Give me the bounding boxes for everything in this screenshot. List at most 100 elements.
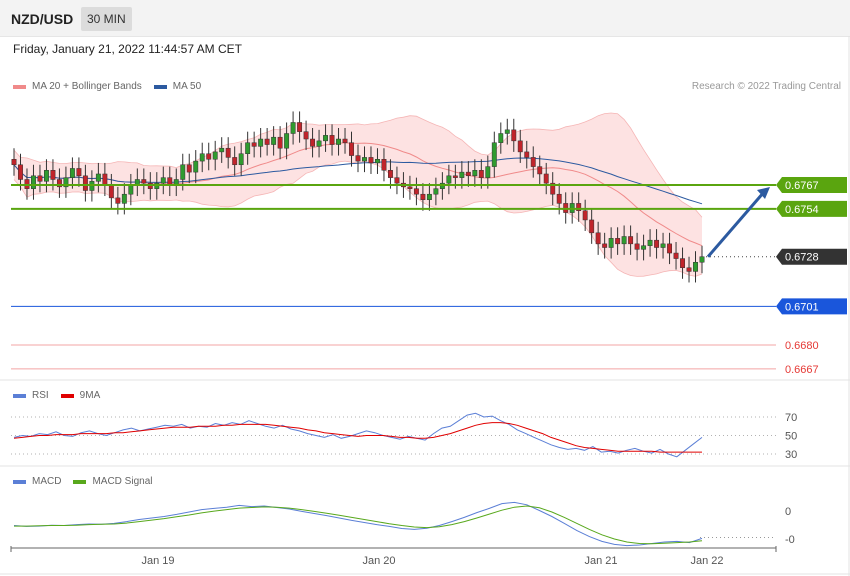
rsi-tick: 70 [785,412,797,424]
candle-body [76,168,82,177]
candle-body [589,219,595,234]
candle-body [102,173,108,186]
candle-body [290,122,296,134]
candle-body [186,164,192,173]
candle-body [180,164,186,180]
header-bar: NZD/USD 30 MIN [0,0,850,37]
candle-body [608,238,614,248]
candle-body [310,138,316,147]
ma9-swatch [60,393,74,398]
candle-body [167,177,173,186]
price-label: 0.6728 [785,252,819,264]
candle-body [556,193,562,204]
macd-tick: 0 [785,506,791,518]
candle-body [446,175,452,184]
candle-body [225,147,231,158]
resistance-tag [776,200,847,217]
resistance-tag [776,177,847,193]
candle-body [628,236,634,245]
x-tick-label: Jan 22 [690,555,723,567]
candle-body [582,210,588,221]
candle-body [206,153,212,160]
candle-body [667,243,672,254]
pivot-label: 0.6701 [785,301,819,313]
x-tick-label: Jan 20 [362,555,395,567]
candle-body [238,153,244,166]
forecast-arrow-head [757,187,770,199]
candle-body [219,147,225,153]
candle-body [433,188,439,195]
candle-body [316,140,322,147]
bollinger-band [14,113,702,277]
candle-body [543,173,549,184]
candle-body [647,239,653,246]
candle-body [407,186,413,189]
timeframe-button[interactable]: 30 MIN [81,7,132,31]
candle-body [277,136,283,149]
candle-body [251,142,257,147]
candle-body [355,155,361,162]
legend-macd-signal: MACD Signal [73,476,152,487]
candle-body [193,160,199,173]
macd-legend: MACD MACD Signal [13,476,164,487]
macd-swatch [13,479,26,484]
resistance-label: 0.6767 [785,180,819,192]
symbol-label: NZD/USD [11,11,74,27]
legend-rsi: RSI [13,390,49,401]
candle-body [491,142,497,167]
legend-macd-label: MACD [32,476,62,487]
rsi-legend: RSI 9MA [13,390,112,401]
candle-body [297,122,303,132]
candle-body [284,133,290,149]
candle-body [63,177,69,188]
candle-body [18,164,23,180]
ma50-swatch [153,84,167,89]
candle-body [342,138,348,143]
candle-body [245,142,251,154]
candle-body [680,258,685,269]
chart-datetime: Friday, January 21, 2022 11:44:57 AM CET [13,42,243,56]
legend-macd: MACD [13,476,61,487]
legend-9ma: 9MA [60,390,100,401]
candle-body [336,138,341,145]
candle-body [576,203,582,211]
candle-body [498,133,504,143]
candle-body [426,193,432,200]
candle-body [504,129,510,134]
price-tag [776,248,847,265]
candle-body [69,168,75,178]
candle-body [329,135,335,145]
candle-body [258,138,264,147]
forecast-arrow [706,191,766,258]
candle-body [31,175,36,189]
candle-body [128,184,134,195]
candle-body [50,170,56,180]
candle-body [388,170,393,178]
legend-macd-signal-label: MACD Signal [92,476,153,487]
candle-body [232,157,238,166]
candle-body [550,182,556,195]
rsi-tick: 50 [785,431,797,443]
pivot-tag [776,298,847,315]
candle-body [44,170,49,182]
legend-rsi-label: RSI [32,390,49,401]
x-tick-label: Jan 21 [584,555,617,567]
candle-body [693,261,698,272]
candle-body [108,184,114,199]
macd-signal-line [14,505,703,545]
candle-body [478,170,484,178]
candle-body [673,252,679,259]
legend-ma20: MA 20 + Bollinger Bands [13,81,142,92]
candle-body [368,157,374,164]
macd-line [13,501,703,547]
candle-body [686,267,692,272]
rsi-tick: 30 [785,449,797,461]
candle-body [621,236,627,245]
candle-body [530,157,536,167]
rsi-line [13,412,703,458]
candle-body [11,159,17,166]
candle-body [615,238,621,245]
candle-body [82,175,88,191]
candle-body [459,171,465,178]
